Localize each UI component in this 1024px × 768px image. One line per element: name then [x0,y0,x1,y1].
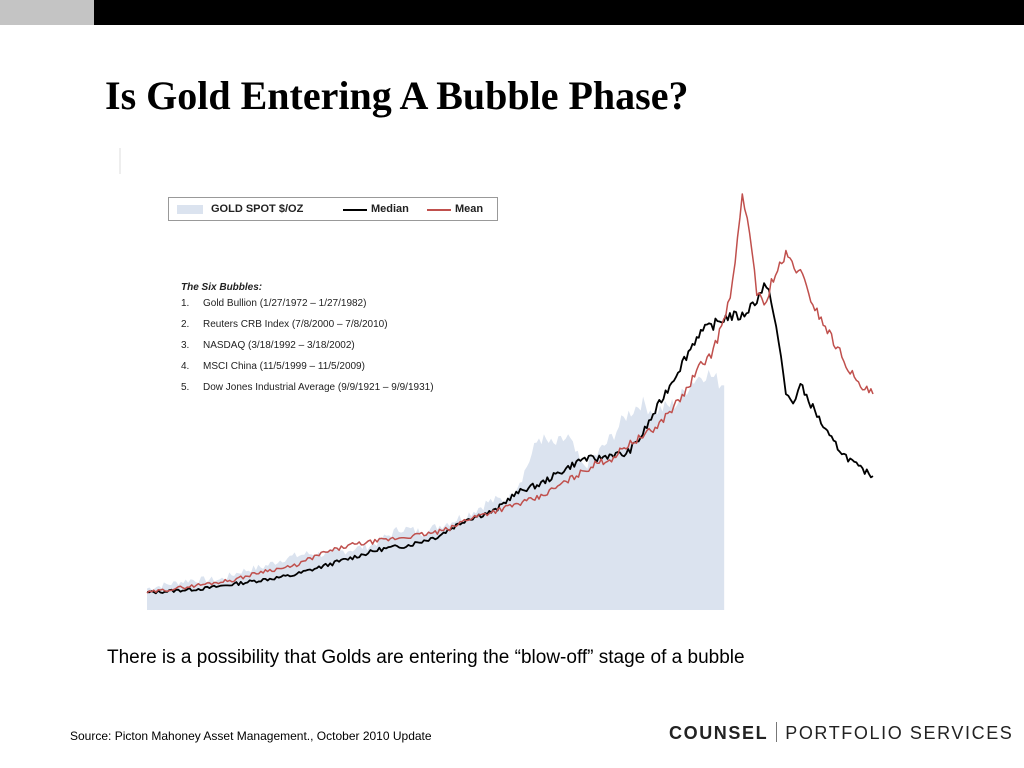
note-item: 3. NASDAQ (3/18/1992 – 3/18/2002) [181,340,434,361]
six-bubbles-note: The Six Bubbles: 1. Gold Bullion (1/27/19… [181,282,434,403]
series-area-gold-spot-oz [147,369,725,610]
legend-swatch-median [343,209,367,211]
note-item: 4. MSCI China (11/5/1999 – 11/5/2009) [181,361,434,382]
slide-caption: There is a possibility that Golds are en… [107,647,745,668]
brand-logo: COUNSEL PORTFOLIO SERVICES [669,722,1013,744]
note-heading: The Six Bubbles: [181,282,263,293]
note-item-number: 3. [181,340,190,351]
gold-bubble-chart [146,193,874,610]
decorative-mark [119,148,121,174]
note-item-text: NASDAQ (3/18/1992 – 3/18/2002) [203,340,355,351]
brand-name-secondary: PORTFOLIO SERVICES [785,723,1014,743]
note-item-number: 1. [181,298,190,309]
brand-divider [776,722,778,742]
legend-label-median: Median [371,203,409,215]
note-item-text: Reuters CRB Index (7/8/2000 – 7/8/2010) [203,319,388,330]
series-line-median [146,282,874,595]
note-item-number: 4. [181,361,190,372]
legend-swatch-mean [427,209,451,211]
brand-name-primary: COUNSEL [669,723,769,743]
note-item: 2. Reuters CRB Index (7/8/2000 – 7/8/2010… [181,319,434,340]
note-item: 1. Gold Bullion (1/27/1972 – 1/27/1982) [181,298,434,319]
note-item-text: Gold Bullion (1/27/1972 – 1/27/1982) [203,298,367,309]
chart-legend: GOLD SPOT $/OZ Median Mean [168,197,498,221]
top-bar [0,0,1024,25]
note-item-number: 5. [181,382,190,393]
note-item-text: MSCI China (11/5/1999 – 11/5/2009) [203,361,365,372]
legend-label-gold: GOLD SPOT $/OZ [211,203,304,215]
note-item: 5. Dow Jones Industrial Average (9/9/1921… [181,382,434,403]
slide-title: Is Gold Entering A Bubble Phase? [105,73,689,118]
series-line-mean [146,193,874,594]
top-bar-accent [0,0,94,25]
legend-label-mean: Mean [455,203,484,215]
legend-swatch-gold [177,205,203,214]
note-item-number: 2. [181,319,190,330]
note-item-text: Dow Jones Industrial Average (9/9/1921 –… [203,382,434,393]
source-note: Source: Picton Mahoney Asset Management.… [70,729,432,743]
